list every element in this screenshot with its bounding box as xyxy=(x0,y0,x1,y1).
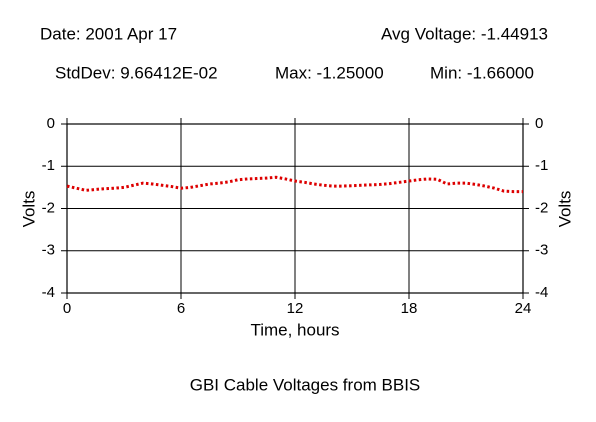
y2-tick-label: -2 xyxy=(535,199,548,216)
x-tick-label: 0 xyxy=(63,300,71,317)
y-tick-label: -2 xyxy=(42,199,55,216)
x-axis-label: Time, hours xyxy=(250,320,339,339)
x-tick-label: 24 xyxy=(515,300,532,317)
y2-axis-label: Volts xyxy=(555,191,574,228)
annotation: Avg Voltage: -1.44913 xyxy=(381,24,548,43)
x-tick-label: 18 xyxy=(401,300,418,317)
y2-tick-label: -4 xyxy=(535,284,548,301)
y-axis-label: Volts xyxy=(19,191,38,228)
y-tick-label: 0 xyxy=(47,115,55,132)
x-tick-label: 6 xyxy=(177,300,185,317)
data-line xyxy=(66,175,523,194)
chart-title: GBI Cable Voltages from BBIS xyxy=(190,375,421,394)
annotation: StdDev: 9.66412E-02 xyxy=(55,63,218,82)
annotation: Date: 2001 Apr 17 xyxy=(40,24,177,43)
y2-tick-label: -1 xyxy=(535,157,548,174)
y-tick-label: -4 xyxy=(42,284,55,301)
plot-frame xyxy=(66,123,524,294)
annotation: Max: -1.25000 xyxy=(275,63,384,82)
y2-tick-label: 0 xyxy=(535,115,543,132)
y-tick-label: -1 xyxy=(42,157,55,174)
y-tick-label: -3 xyxy=(42,242,55,259)
x-tick-label: 12 xyxy=(287,300,304,317)
y2-tick-label: -3 xyxy=(535,242,548,259)
annotation: Min: -1.66000 xyxy=(430,63,534,82)
